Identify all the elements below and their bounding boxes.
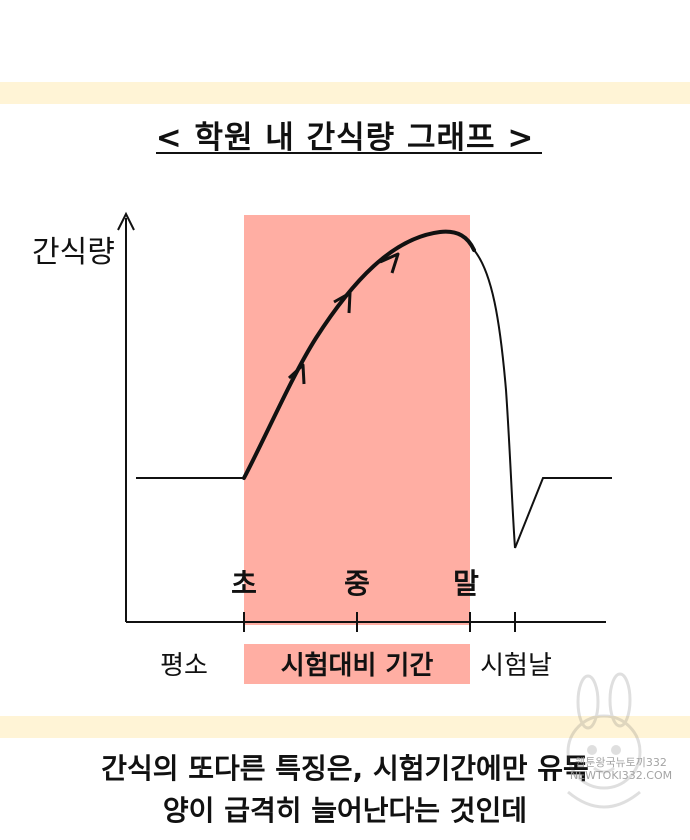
curve-arrow-3 [379,252,400,274]
rising-curve [242,229,476,480]
exam-prep-label-bg [244,644,470,684]
watermark-text: 웹툰왕국뉴토끼332 NEWTOKI332.COM [556,756,686,782]
watermark-line-1: 웹툰왕국뉴토끼332 [575,756,667,769]
marker-start: 초 [231,567,257,600]
label-exam-prep: 시험대비 기간 [281,651,434,681]
y-axis-arrowhead [117,211,135,231]
bottom-band [0,716,690,738]
label-normal: 평소 [160,651,208,681]
curve-arrow-2 [333,291,352,314]
title-underline [156,152,542,154]
watermark-line-2: NEWTOKI332.COM [569,769,673,782]
label-exam-day: 시험날 [480,651,552,681]
top-band [0,82,690,104]
recovery-line [514,477,612,549]
falling-curve [473,249,516,549]
caption-line-1: 간식의 또다른 특징은, 시험기간에만 유독 [101,752,589,785]
caption-line-2: 양이 급격히 늘어난다는 것인데 [162,794,528,827]
caption: 간식의 또다른 특징은, 시험기간에만 유독 양이 급격히 늘어난다는 것인데 [0,748,690,832]
curve-arrow-1 [287,363,306,385]
exam-prep-region [244,215,470,625]
y-axis-label: 간식량 [32,235,115,270]
marker-mid: 중 [344,567,370,600]
graph-title: < 학원 내 간식량 그래프 > [155,120,535,156]
watermark-mascot-icon [566,672,642,809]
marker-end: 말 [453,567,479,600]
